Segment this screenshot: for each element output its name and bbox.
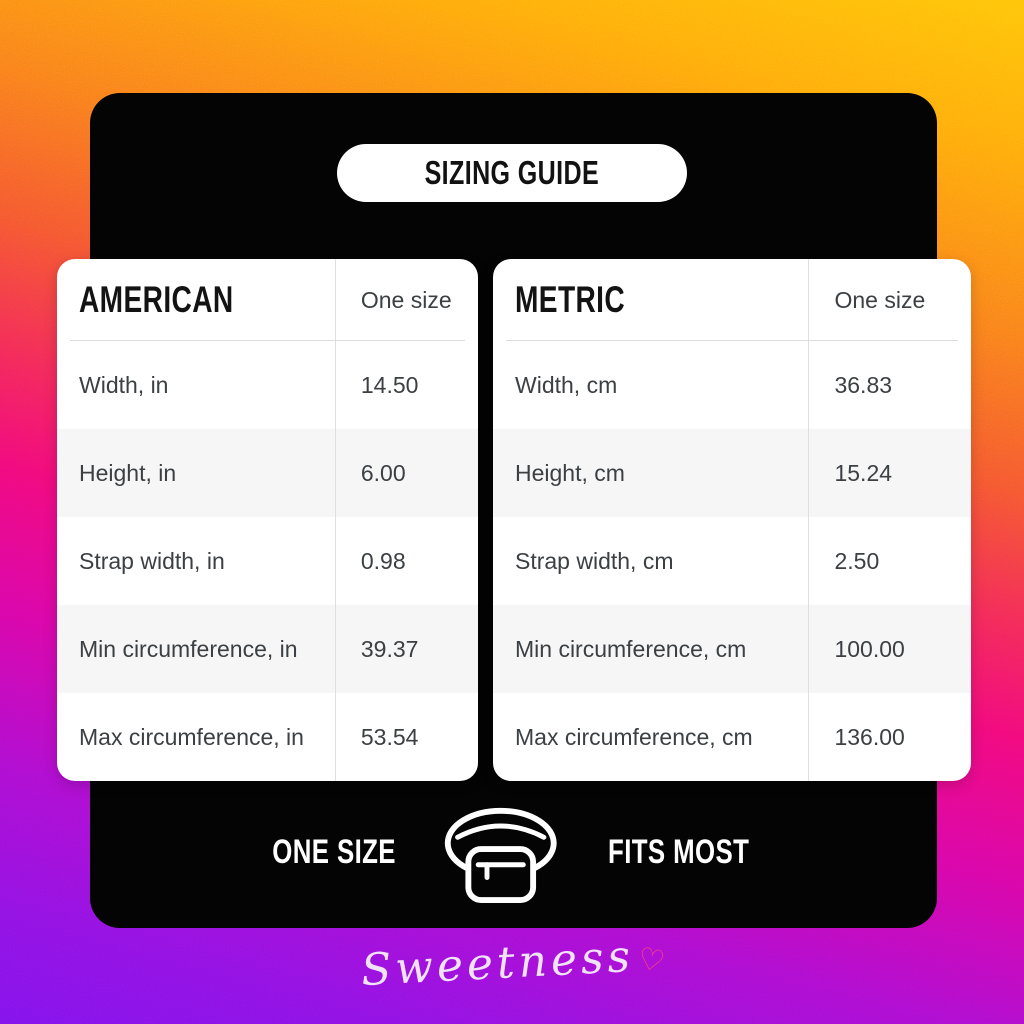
table-row: Height, cm 15.24 <box>493 429 971 517</box>
row-label: Width, cm <box>515 371 618 398</box>
row-value: 14.50 <box>360 371 419 398</box>
table-row: Min circumference, in 39.37 <box>57 605 478 693</box>
american-table-header: AMERICAN One size <box>57 259 478 341</box>
table-row: Max circumference, in 53.54 <box>57 693 478 781</box>
row-value: 136.00 <box>834 723 905 750</box>
table-row: Width, in 14.50 <box>57 341 478 429</box>
row-label: Width, in <box>79 371 169 398</box>
american-table-title: AMERICAN <box>79 279 234 320</box>
page-title: SIZING GUIDE <box>424 154 600 191</box>
fanny-pack-icon <box>444 807 557 904</box>
american-size-table: AMERICAN One size Width, in 14.50 Height… <box>57 259 478 781</box>
one-size-fits-most-row: ONE SIZE FITS MOST <box>253 798 772 906</box>
row-value: 6.00 <box>360 459 406 486</box>
metric-size-table: METRIC One size Width, cm 36.83 Height, … <box>493 259 971 781</box>
one-size-text: ONE SIZE <box>272 832 396 871</box>
fits-most-text: FITS MOST <box>607 832 749 871</box>
table-row: Min circumference, cm 100.00 <box>493 605 971 693</box>
row-value: 2.50 <box>834 547 880 574</box>
row-value: 39.37 <box>360 635 419 662</box>
table-row: Width, cm 36.83 <box>493 341 971 429</box>
row-value: 53.54 <box>360 723 419 750</box>
metric-table-header: METRIC One size <box>493 259 971 341</box>
brand-signature: Sweetness♡ <box>0 931 1024 996</box>
row-label: Strap width, in <box>79 547 225 574</box>
row-label: Height, in <box>79 459 177 486</box>
one-size-column-header: One size <box>834 286 926 313</box>
row-value: 100.00 <box>834 635 905 662</box>
row-label: Height, cm <box>515 459 625 486</box>
sizing-guide-pill: SIZING GUIDE <box>337 144 687 202</box>
row-label: Max circumference, in <box>79 723 304 750</box>
row-value: 0.98 <box>360 547 406 574</box>
metric-table-title: METRIC <box>515 279 626 320</box>
one-size-column-header: One size <box>360 286 452 313</box>
row-label: Min circumference, cm <box>515 635 747 662</box>
row-value: 36.83 <box>834 371 893 398</box>
brand-name: Sweetness <box>359 930 636 997</box>
row-value: 15.24 <box>834 459 893 486</box>
heart-icon: ♡ <box>634 941 668 980</box>
row-label: Strap width, cm <box>515 547 674 574</box>
table-row: Height, in 6.00 <box>57 429 478 517</box>
row-label: Max circumference, cm <box>515 723 753 750</box>
row-label: Min circumference, in <box>79 635 298 662</box>
table-row: Strap width, cm 2.50 <box>493 517 971 605</box>
table-row: Strap width, in 0.98 <box>57 517 478 605</box>
table-row: Max circumference, cm 136.00 <box>493 693 971 781</box>
